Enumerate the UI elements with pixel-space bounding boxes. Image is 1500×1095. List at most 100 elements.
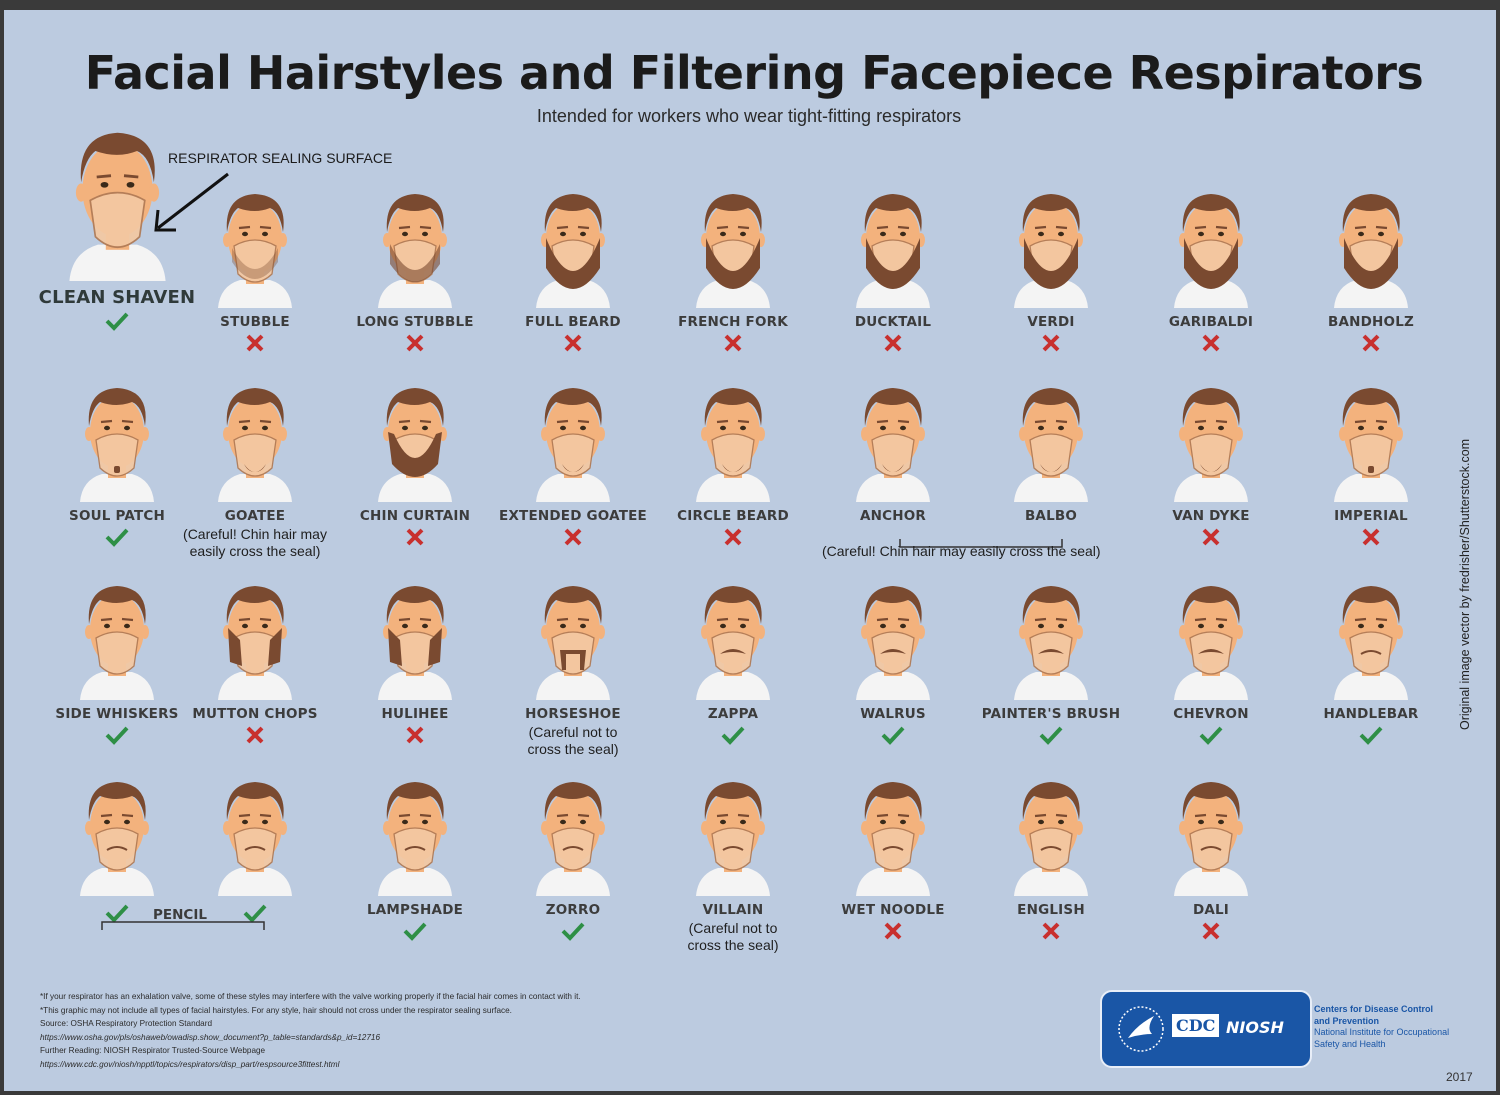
hairstyle-caution-note: (Careful not to cross the seal) (527, 724, 619, 757)
cross-icon (1136, 526, 1286, 550)
face-illustration (976, 570, 1126, 700)
cross-icon (1296, 332, 1446, 356)
check-icon (42, 724, 192, 748)
hairstyle-ducktail: DUCKTAIL (818, 178, 968, 356)
check-icon (818, 724, 968, 748)
hairstyle-van-dyke: VAN DYKE (1136, 372, 1286, 550)
face-illustration (1136, 570, 1286, 700)
logo-cdc-text: CDC (1172, 1014, 1220, 1037)
check-icon (658, 724, 808, 748)
hairstyle-zorro: ZORRO (498, 766, 648, 944)
hairstyle-caution-note: (Careful! Chin hair may easily cross the… (183, 526, 327, 559)
cross-icon (976, 332, 1126, 356)
face-illustration (498, 178, 648, 308)
footnote-1: *If your respirator has an exhalation va… (40, 992, 581, 1001)
face-illustration (180, 372, 330, 502)
footnote-link-1[interactable]: https://www.osha.gov/pls/oshaweb/owadisp… (40, 1032, 381, 1042)
face-illustration (1296, 178, 1446, 308)
face-illustration (976, 372, 1126, 502)
face-illustration (658, 766, 808, 896)
hairstyle-name: WALRUS (860, 706, 926, 722)
anchor-balbo-bracket (899, 539, 1063, 548)
check-icon (340, 920, 490, 944)
cross-icon (1136, 920, 1286, 944)
hairstyle-name: VERDI (1027, 314, 1075, 330)
sealing-surface-callout: RESPIRATOR SEALING SURFACE (168, 150, 393, 166)
pencil-label: PENCIL (153, 907, 207, 923)
hairstyle-name: HULIHEE (381, 706, 449, 722)
hairstyle-full-beard: FULL BEARD (498, 178, 648, 356)
cross-icon (658, 526, 808, 550)
hairstyle-lampshade: LAMPSHADE (340, 766, 490, 944)
cross-icon (976, 920, 1126, 944)
hairstyle-mutton-chops: MUTTON CHOPS (180, 570, 330, 748)
hairstyle-circle-beard: CIRCLE BEARD (658, 372, 808, 550)
hairstyle-name: HANDLEBAR (1323, 706, 1419, 722)
face-illustration (976, 766, 1126, 896)
hairstyle-chin-curtain: CHIN CURTAIN (340, 372, 490, 550)
callout-arrow-icon (154, 172, 229, 232)
hairstyle-name: ENGLISH (1017, 902, 1085, 918)
face-illustration (1136, 766, 1286, 896)
hairstyle-name: GARIBALDI (1168, 314, 1254, 330)
face-illustration (818, 766, 968, 896)
footnote-3: Source: OSHA Respiratory Protection Stan… (40, 1019, 213, 1029)
face-illustration (22, 112, 212, 281)
face-illustration (1296, 570, 1446, 700)
cross-icon (180, 724, 330, 748)
hairstyle-dali: DALI (1136, 766, 1286, 944)
cross-icon (498, 526, 648, 550)
face-illustration (180, 570, 330, 700)
cross-icon (340, 526, 490, 550)
face-illustration (1136, 372, 1286, 502)
cross-icon (340, 332, 490, 356)
hairstyle-verdi: VERDI (976, 178, 1126, 356)
hairstyle-name: CIRCLE BEARD (677, 508, 789, 524)
check-icon (1136, 724, 1286, 748)
hairstyle-walrus: WALRUS (818, 570, 968, 748)
footnote-link-2[interactable]: https://www.cdc.gov/niosh/npptl/topics/r… (40, 1059, 340, 1069)
check-icon (42, 526, 192, 550)
cross-icon (1136, 332, 1286, 356)
hairstyle-name: BANDHOLZ (1327, 314, 1414, 330)
hairstyle-name: SIDE WHISKERS (55, 706, 179, 722)
hairstyle-name: VAN DYKE (1172, 508, 1250, 524)
hairstyle-name: LONG STUBBLE (356, 314, 474, 330)
hairstyle-name: LAMPSHADE (366, 902, 464, 918)
face-illustration (658, 372, 808, 502)
hairstyle-wet-noodle: WET NOODLE (818, 766, 968, 944)
check-icon (42, 902, 192, 926)
check-icon (180, 902, 330, 926)
hairstyle-anchor: ANCHOR (818, 372, 968, 550)
hairstyle-name: DALI (1192, 902, 1230, 918)
page-subtitle: Intended for workers who wear tight-fitt… (536, 106, 962, 126)
hairstyle-name: DUCKTAIL (854, 314, 932, 330)
hairstyle-extended-goatee: EXTENDED GOATEE (498, 372, 648, 550)
hairstyle-balbo: BALBO (976, 372, 1126, 550)
logo-agency-text: Centers for Disease Control and Preventi… (1314, 1004, 1494, 1050)
hairstyle-pencil (42, 766, 192, 926)
hairstyle-english: ENGLISH (976, 766, 1126, 944)
face-illustration (1296, 372, 1446, 502)
anchor-balbo-note: (Careful! Chin hair may easily cross the… (822, 543, 1101, 559)
cross-icon (818, 332, 968, 356)
cross-icon (180, 332, 330, 356)
hairstyle-imperial: IMPERIAL (1296, 372, 1446, 550)
image-credit: Original image vector by fredrisher/Shut… (1458, 438, 1472, 730)
hairstyle-name: SOUL PATCH (69, 508, 165, 524)
face-illustration (340, 372, 490, 502)
hairstyle-name: CLEAN SHAVEN (38, 287, 196, 308)
hairstyle-pencil (180, 766, 330, 926)
hairstyle-bandholz: BANDHOLZ (1296, 178, 1446, 356)
face-illustration (42, 570, 192, 700)
hairstyle-name: HORSESHOE (525, 706, 621, 722)
hairstyle-name: ZORRO (545, 902, 601, 918)
hairstyle-painter-s-brush: PAINTER'S BRUSH (976, 570, 1126, 748)
hairstyle-name: WET NOODLE (841, 902, 945, 918)
face-illustration (42, 766, 192, 896)
infographic-page: Facial Hairstyles and Filtering Facepiec… (4, 10, 1496, 1091)
hairstyle-villain: VILLAIN (Careful not to cross the seal) (658, 766, 808, 954)
agency-line-4: Safety and Health (1314, 1038, 1386, 1049)
page-title: Facial Hairstyles and Filtering Facepiec… (84, 46, 1424, 100)
hairstyle-garibaldi: GARIBALDI (1136, 178, 1286, 356)
